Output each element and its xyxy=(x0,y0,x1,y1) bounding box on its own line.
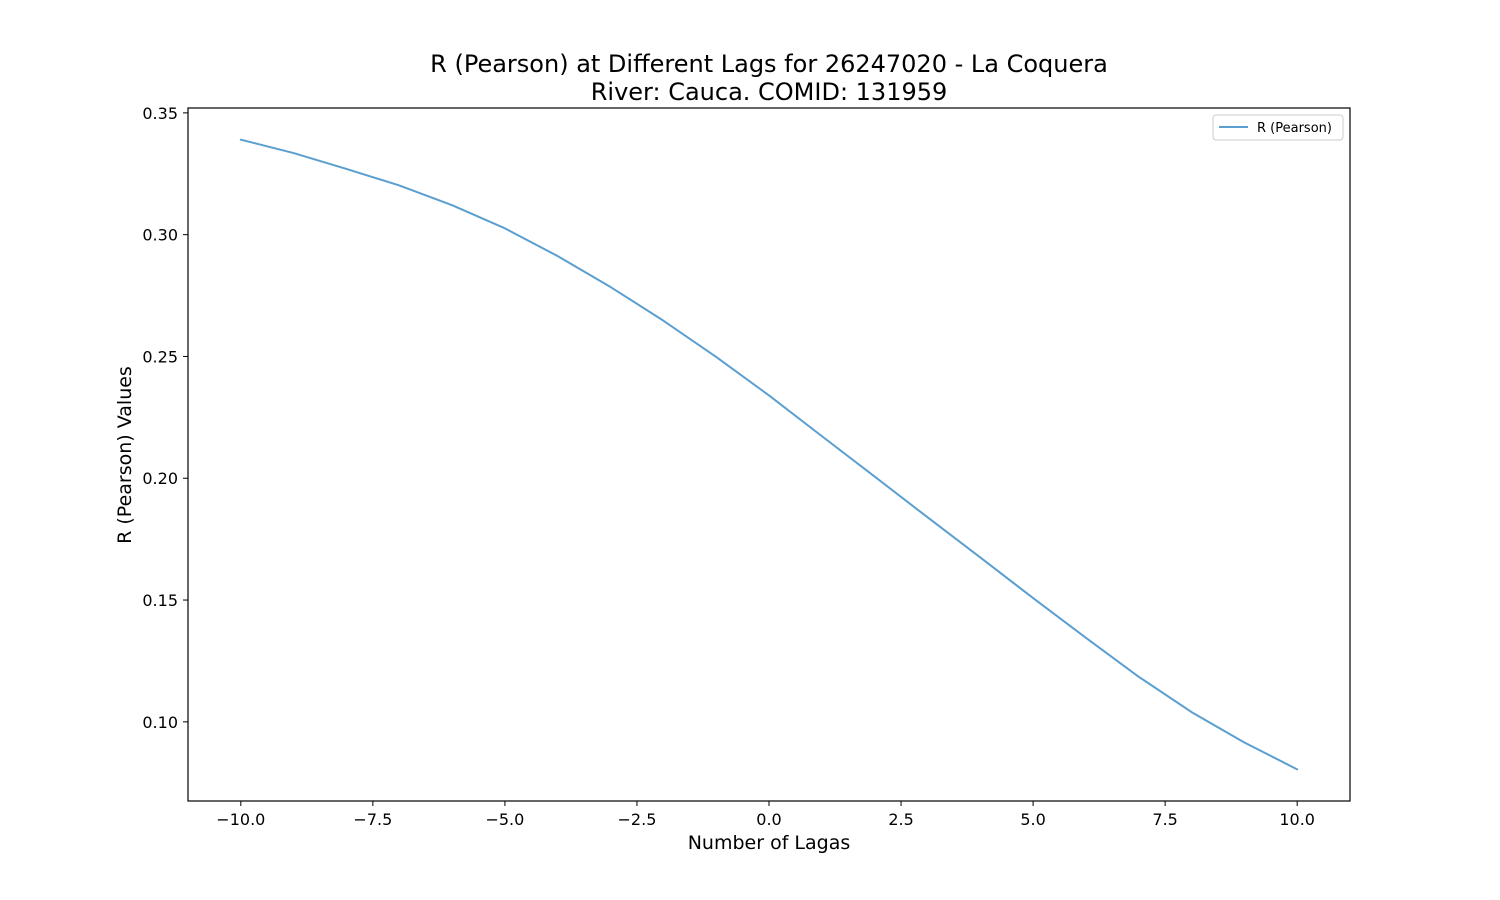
legend: R (Pearson) xyxy=(1212,114,1344,141)
legend-label: R (Pearson) xyxy=(1257,121,1332,136)
plot-area xyxy=(187,107,1351,802)
x-tick-label: 2.5 xyxy=(888,810,913,829)
y-axis: 0.10 0.15 0.20 0.25 0.30 0.35 xyxy=(142,104,188,732)
y-tick-label: 0.20 xyxy=(142,469,178,488)
plot-frame xyxy=(187,107,1351,802)
legend-box xyxy=(1212,114,1344,141)
y-tick-label: 0.25 xyxy=(142,347,178,366)
x-tick-label: 7.5 xyxy=(1152,810,1177,829)
series-layer xyxy=(239,138,1299,771)
x-tick-label: 10.0 xyxy=(1279,810,1315,829)
chart-title: R (Pearson) at Different Lags for 262470… xyxy=(430,50,1108,78)
x-tick-label: −2.5 xyxy=(618,810,657,829)
series-line-0 xyxy=(239,138,1299,771)
x-tick-label: −10.0 xyxy=(216,810,265,829)
chart-subtitle: River: Cauca. COMID: 131959 xyxy=(591,78,948,106)
y-tick-label: 0.30 xyxy=(142,226,178,245)
x-axis-label: Number of Lagas xyxy=(688,832,851,854)
y-tick-label: 0.35 xyxy=(142,104,178,123)
x-tick-label: 0.0 xyxy=(756,810,781,829)
x-axis: −10.0 −7.5 −5.0 −2.5 0.0 2.5 5.0 7.5 10.0 xyxy=(216,801,1315,829)
y-tick-label: 0.10 xyxy=(142,713,178,732)
y-tick-label: 0.15 xyxy=(142,591,178,610)
y-axis-label: R (Pearson) Values xyxy=(114,366,136,544)
x-tick-label: −7.5 xyxy=(353,810,392,829)
x-tick-label: −5.0 xyxy=(485,810,524,829)
x-tick-label: 5.0 xyxy=(1020,810,1045,829)
